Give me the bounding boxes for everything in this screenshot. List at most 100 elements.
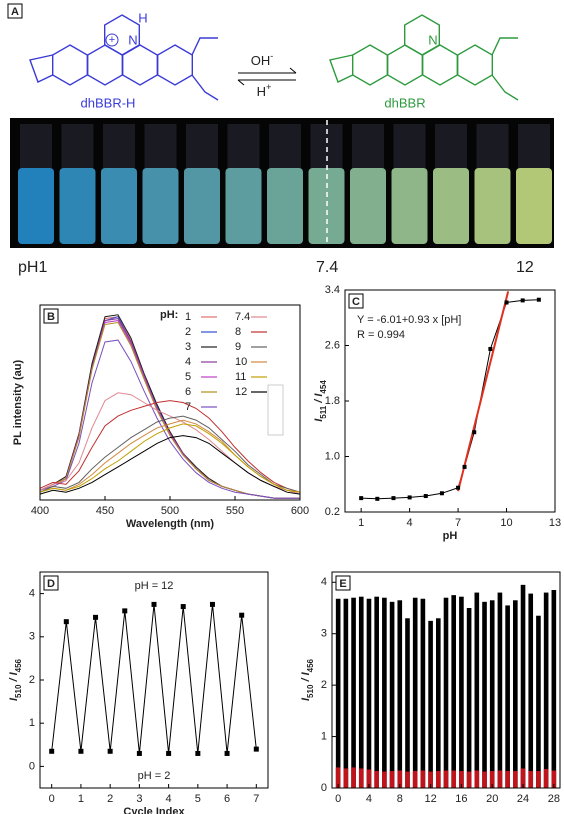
vial-cap xyxy=(20,124,52,168)
bar xyxy=(474,770,480,788)
vial xyxy=(184,168,220,244)
x-tick-label: 4 xyxy=(366,793,372,805)
point xyxy=(439,491,444,496)
point xyxy=(456,485,461,490)
point xyxy=(520,298,525,303)
annotation: Y = -6.01+0.93 x [pH] xyxy=(357,314,461,326)
bar xyxy=(466,608,472,788)
y-axis-label-part: 510 xyxy=(14,684,23,698)
bar xyxy=(482,771,487,788)
point xyxy=(359,496,364,501)
x-tick-label: 5 xyxy=(195,793,201,805)
ring xyxy=(352,44,388,86)
vials xyxy=(18,124,552,244)
y-tick-label: 4 xyxy=(29,588,35,600)
x-tick-label: 600 xyxy=(291,505,309,517)
bar xyxy=(412,771,418,788)
atom: N xyxy=(128,32,137,47)
x-tick-label: 1 xyxy=(358,517,364,529)
x-tick-label: 4 xyxy=(166,793,172,805)
legend-label: 12 xyxy=(235,386,247,398)
x-tick-label: 10 xyxy=(500,517,512,529)
y-axis-label: I510 / I456 xyxy=(300,658,315,701)
vial xyxy=(267,168,303,244)
y-tick-label: 3 xyxy=(29,631,35,643)
y-tick-label: 2.6 xyxy=(325,339,340,351)
methoxy xyxy=(491,37,519,101)
x-axis-label: pH xyxy=(443,530,458,542)
vial xyxy=(225,168,262,244)
bar xyxy=(335,767,341,788)
reagent: H+ xyxy=(257,82,272,99)
series-line xyxy=(39,423,301,493)
legend-label: 4 xyxy=(185,356,191,368)
y-axis-label-part: 456 xyxy=(14,658,23,672)
point xyxy=(504,300,509,305)
bar xyxy=(543,592,549,788)
y-tick-label: 0 xyxy=(321,782,327,794)
bar xyxy=(459,771,464,788)
x-tick-label: 450 xyxy=(96,505,114,517)
vial-cap xyxy=(393,124,426,168)
vial xyxy=(142,168,179,244)
bar xyxy=(451,770,457,788)
y-tick-label: 0.2 xyxy=(325,506,340,518)
bar xyxy=(435,618,441,788)
bar xyxy=(428,771,433,788)
bar xyxy=(551,770,557,788)
legend-label: 3 xyxy=(185,341,191,353)
bar xyxy=(420,770,426,788)
bar xyxy=(513,771,518,788)
bar xyxy=(412,597,418,788)
vial-cap xyxy=(227,124,260,168)
bar xyxy=(551,590,557,788)
bar xyxy=(389,601,395,788)
bar xyxy=(366,769,372,788)
structure-left xyxy=(29,14,219,101)
bar xyxy=(358,768,364,788)
bar xyxy=(528,593,534,788)
ph-label: pH1 xyxy=(18,259,47,276)
panel-label-box xyxy=(43,575,59,591)
annotation: R = 0.994 xyxy=(357,329,405,341)
vial-cap xyxy=(144,124,177,168)
marker xyxy=(93,614,99,620)
x-tick-label: 13 xyxy=(549,517,561,529)
vial-cap xyxy=(518,124,550,168)
vial-cap xyxy=(269,124,301,168)
y-axis-label-part: 511 xyxy=(319,405,328,418)
point xyxy=(536,297,541,302)
y-axis-label-part: 454 xyxy=(319,380,328,394)
vial-cap xyxy=(186,124,218,168)
panel-label-box xyxy=(335,575,351,591)
panel-label: E xyxy=(339,578,346,590)
compound-name: dhBBR-H xyxy=(81,95,136,110)
bar xyxy=(343,598,349,788)
y-tick-label: 4 xyxy=(321,576,327,588)
annotation: pH = 12 xyxy=(135,580,174,592)
series-line xyxy=(39,400,301,493)
y-axis-label-part: I xyxy=(300,697,312,701)
legend-label: 7.4 xyxy=(235,311,250,323)
point xyxy=(391,496,396,501)
marker xyxy=(180,604,186,610)
marker xyxy=(239,612,245,618)
marker xyxy=(151,601,157,607)
y-tick-label: 2 xyxy=(29,674,35,686)
x-tick-label: 7 xyxy=(253,793,259,805)
legend-label: 7 xyxy=(185,401,191,413)
ring xyxy=(387,44,423,86)
bar xyxy=(520,584,526,788)
vial xyxy=(18,168,54,244)
vial xyxy=(433,168,469,244)
y-axis-label-part: / I xyxy=(313,393,325,406)
reagent-charge: + xyxy=(266,82,271,92)
bar xyxy=(505,605,510,788)
y-tick-label: 1 xyxy=(29,717,35,729)
series-line xyxy=(39,321,300,499)
bar xyxy=(397,770,403,788)
marker xyxy=(136,750,142,756)
bar xyxy=(443,597,449,788)
dioxole xyxy=(329,54,354,83)
y-axis-label: PL intensity (au) xyxy=(12,359,24,445)
